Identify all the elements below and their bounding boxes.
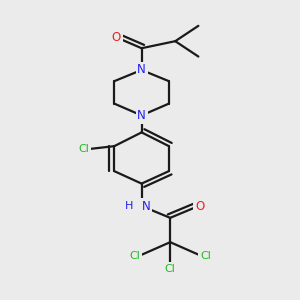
- Text: O: O: [195, 200, 204, 214]
- Text: N: N: [137, 64, 146, 76]
- Text: Cl: Cl: [200, 251, 211, 261]
- Text: Cl: Cl: [79, 144, 89, 154]
- Text: H: H: [125, 201, 133, 211]
- Text: N: N: [137, 109, 146, 122]
- Text: O: O: [112, 31, 121, 44]
- Text: Cl: Cl: [165, 264, 176, 274]
- Text: N: N: [141, 200, 150, 212]
- Text: Cl: Cl: [129, 251, 140, 261]
